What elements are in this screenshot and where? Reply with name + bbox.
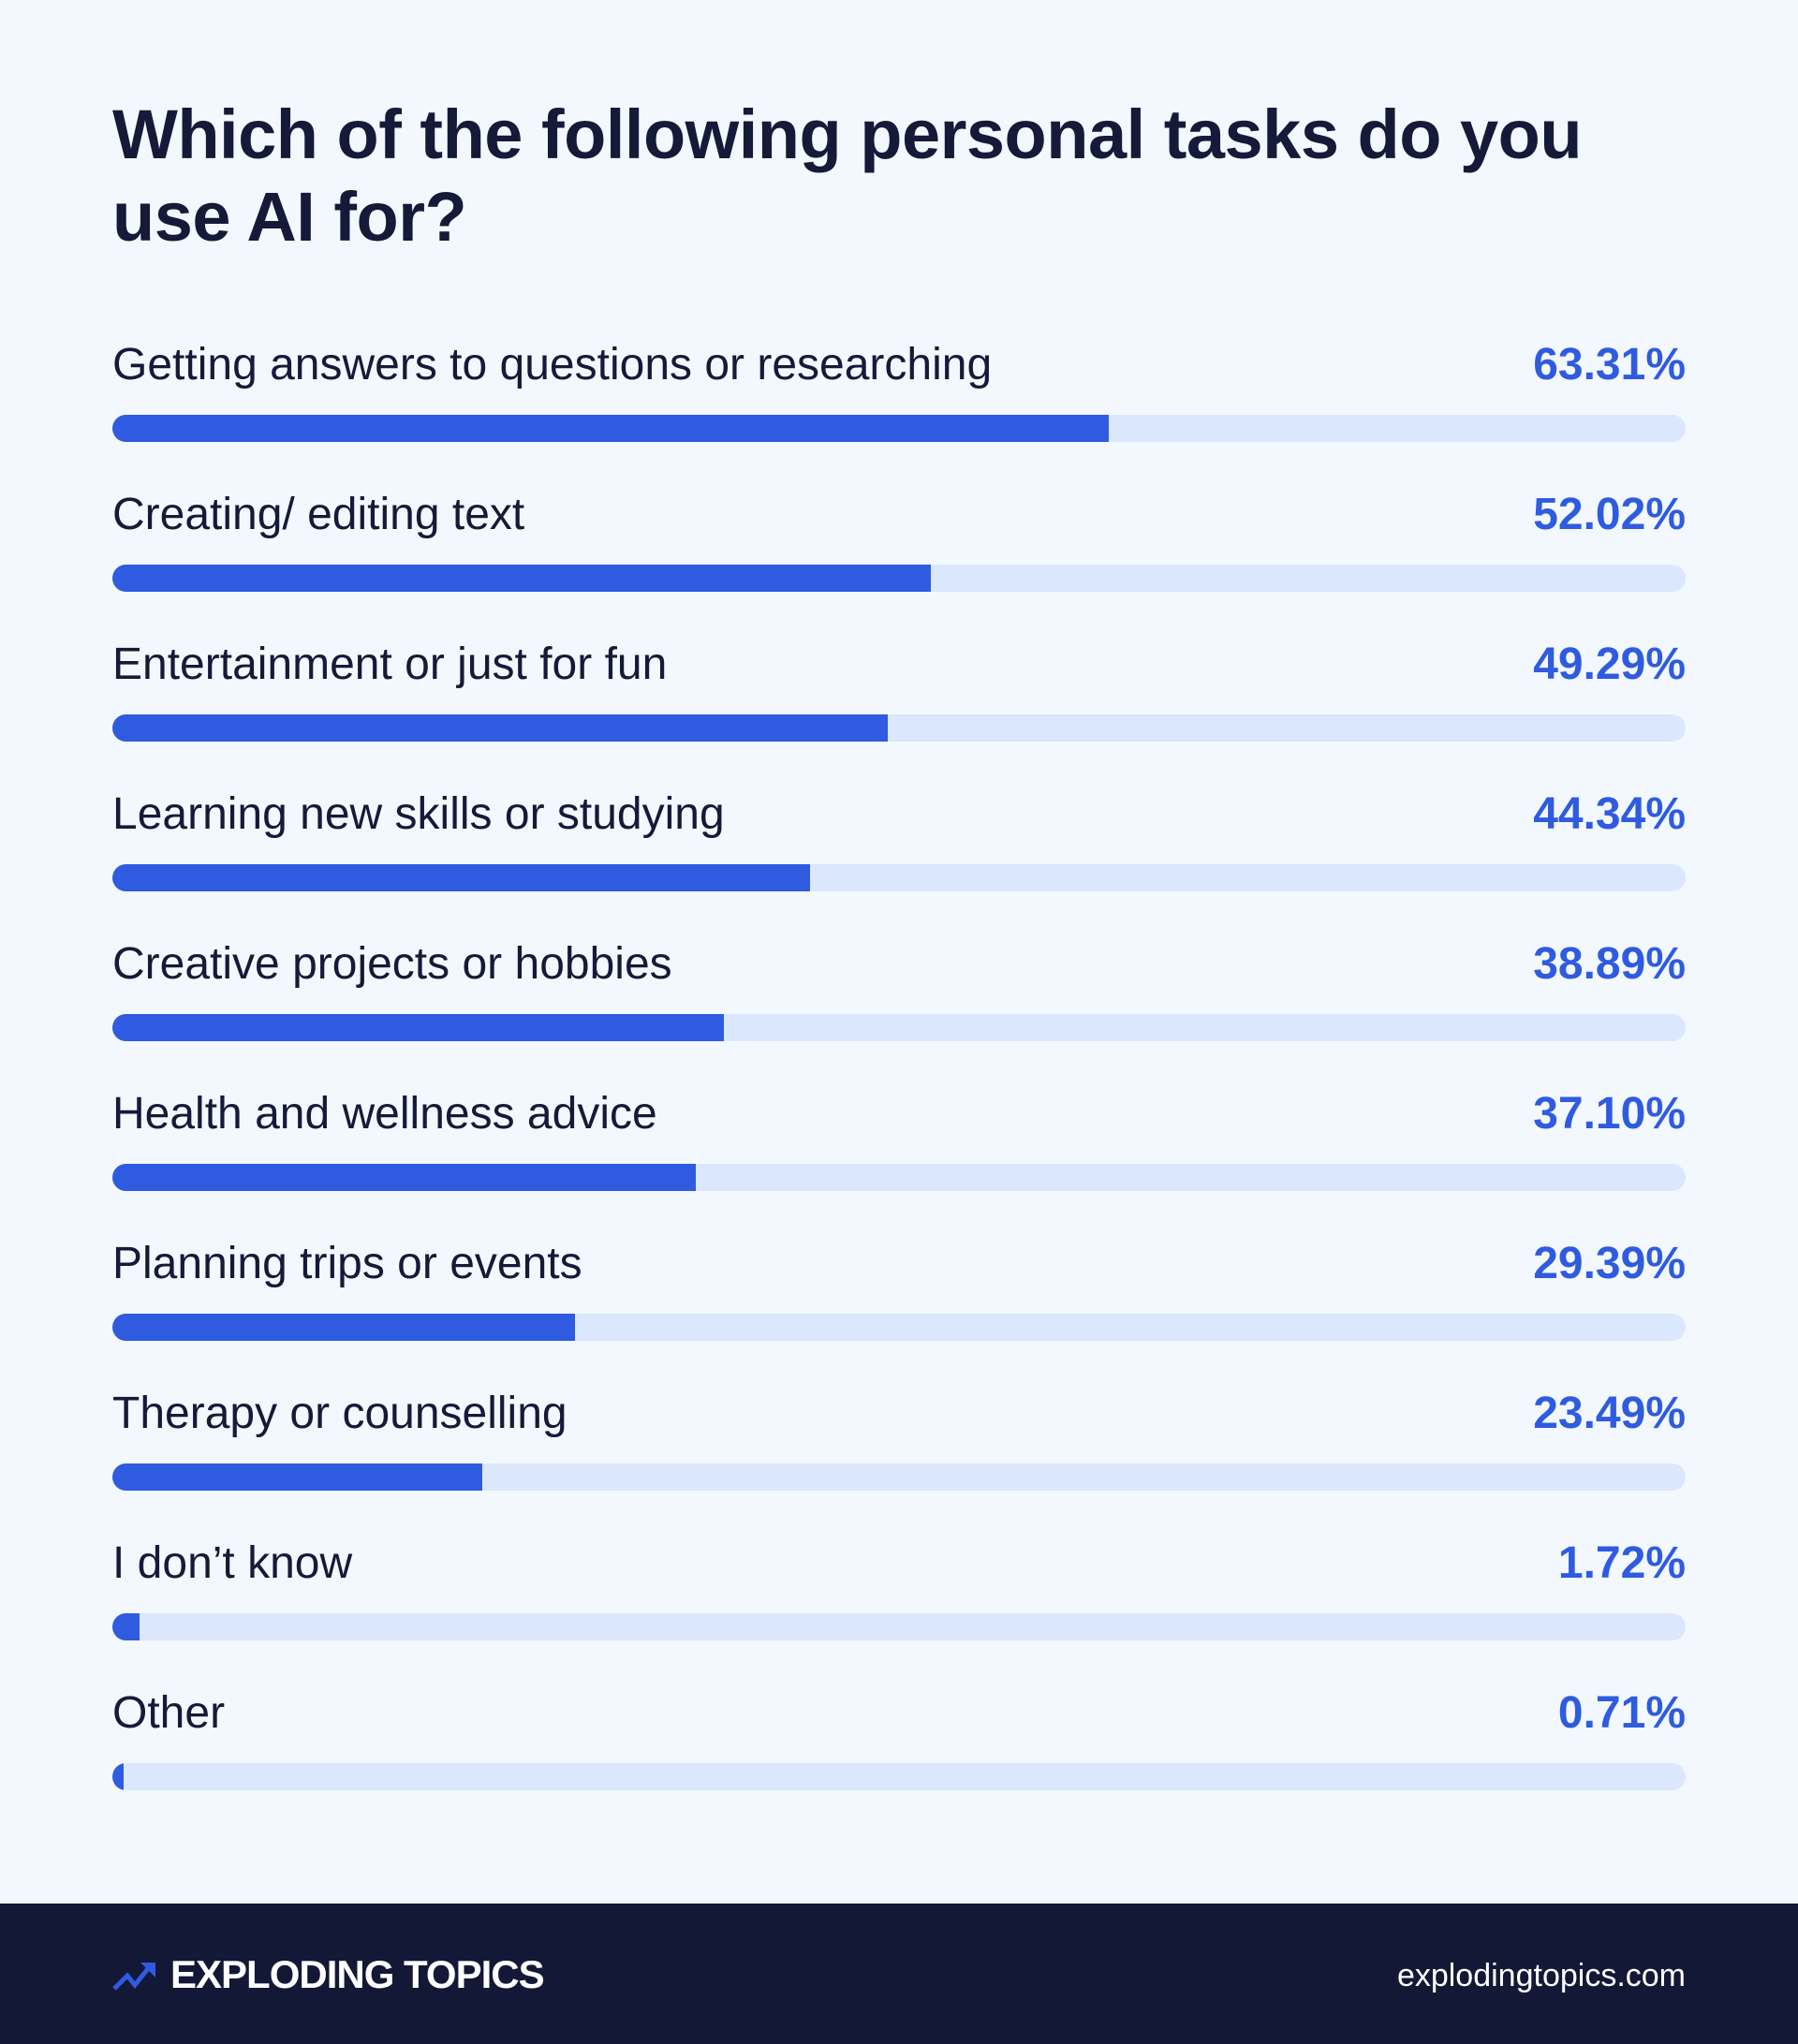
bar-list: Getting answers to questions or research… — [112, 337, 1686, 1835]
bar-label: Other — [112, 1688, 226, 1738]
bar-label: I don’t know — [112, 1538, 353, 1588]
bar-value: 38.89% — [1533, 939, 1686, 989]
bar-track — [112, 415, 1686, 442]
bar-fill — [112, 415, 1109, 442]
bar-row: Getting answers to questions or research… — [112, 337, 1686, 487]
bar-track — [112, 1164, 1686, 1191]
bar-row: Planning trips or events 29.39% — [112, 1236, 1686, 1386]
bar-label: Planning trips or events — [112, 1239, 582, 1288]
bar-fill — [112, 1613, 140, 1640]
bar-track — [112, 565, 1686, 592]
bar-fill — [112, 1314, 575, 1341]
bar-track — [112, 714, 1686, 742]
bar-track — [112, 1763, 1686, 1790]
site-link[interactable]: explodingtopics.com — [1396, 1958, 1686, 1993]
bar-value: 44.34% — [1533, 789, 1686, 839]
bar-track — [112, 1314, 1686, 1341]
bar-fill — [112, 1164, 697, 1191]
bar-label: Therapy or counselling — [112, 1389, 567, 1438]
bar-value: 1.72% — [1557, 1538, 1686, 1588]
chart-title: Which of the following personal tasks do… — [112, 96, 1583, 256]
bar-label: Entertainment or just for fun — [112, 640, 668, 689]
bar-row: Creating/ editing text 52.02% — [112, 487, 1686, 637]
trend-arrow-icon — [112, 1963, 155, 1991]
brand-name: EXPLODING TOPICS — [170, 1952, 545, 1996]
bar-row: Creative projects or hobbies 38.89% — [112, 936, 1686, 1086]
bar-row: Health and wellness advice 37.10% — [112, 1086, 1686, 1236]
bar-value: 37.10% — [1533, 1089, 1686, 1139]
bar-value: 23.49% — [1533, 1389, 1686, 1438]
bar-label: Creating/ editing text — [112, 490, 525, 539]
bar-row: Other 0.71% — [112, 1685, 1686, 1835]
bar-row: I don’t know 1.72% — [112, 1536, 1686, 1685]
bar-fill — [112, 1014, 725, 1041]
bar-fill — [112, 714, 889, 742]
brand-logo[interactable]: EXPLODING TOPICS — [112, 1952, 545, 1997]
bar-label: Getting answers to questions or research… — [112, 340, 993, 390]
bar-label: Health and wellness advice — [112, 1089, 657, 1139]
bar-label: Learning new skills or studying — [112, 789, 725, 839]
bar-row: Entertainment or just for fun 49.29% — [112, 637, 1686, 787]
bar-value: 52.02% — [1533, 490, 1686, 539]
bar-value: 0.71% — [1557, 1688, 1686, 1738]
bar-value: 49.29% — [1533, 640, 1686, 689]
bar-value: 29.39% — [1533, 1239, 1686, 1288]
bar-fill — [112, 1763, 124, 1790]
bar-fill — [112, 1463, 482, 1491]
bar-value: 63.31% — [1533, 340, 1686, 390]
bar-track — [112, 1463, 1686, 1491]
bar-row: Therapy or counselling 23.49% — [112, 1386, 1686, 1536]
bar-track — [112, 864, 1686, 891]
bar-label: Creative projects or hobbies — [112, 939, 672, 989]
bar-row: Learning new skills or studying 44.34% — [112, 787, 1686, 936]
bar-track — [112, 1613, 1686, 1640]
bar-fill — [112, 864, 810, 891]
bar-track — [112, 1014, 1686, 1041]
bar-fill — [112, 565, 931, 592]
footer: EXPLODING TOPICS explodingtopics.com — [0, 1904, 1798, 2044]
